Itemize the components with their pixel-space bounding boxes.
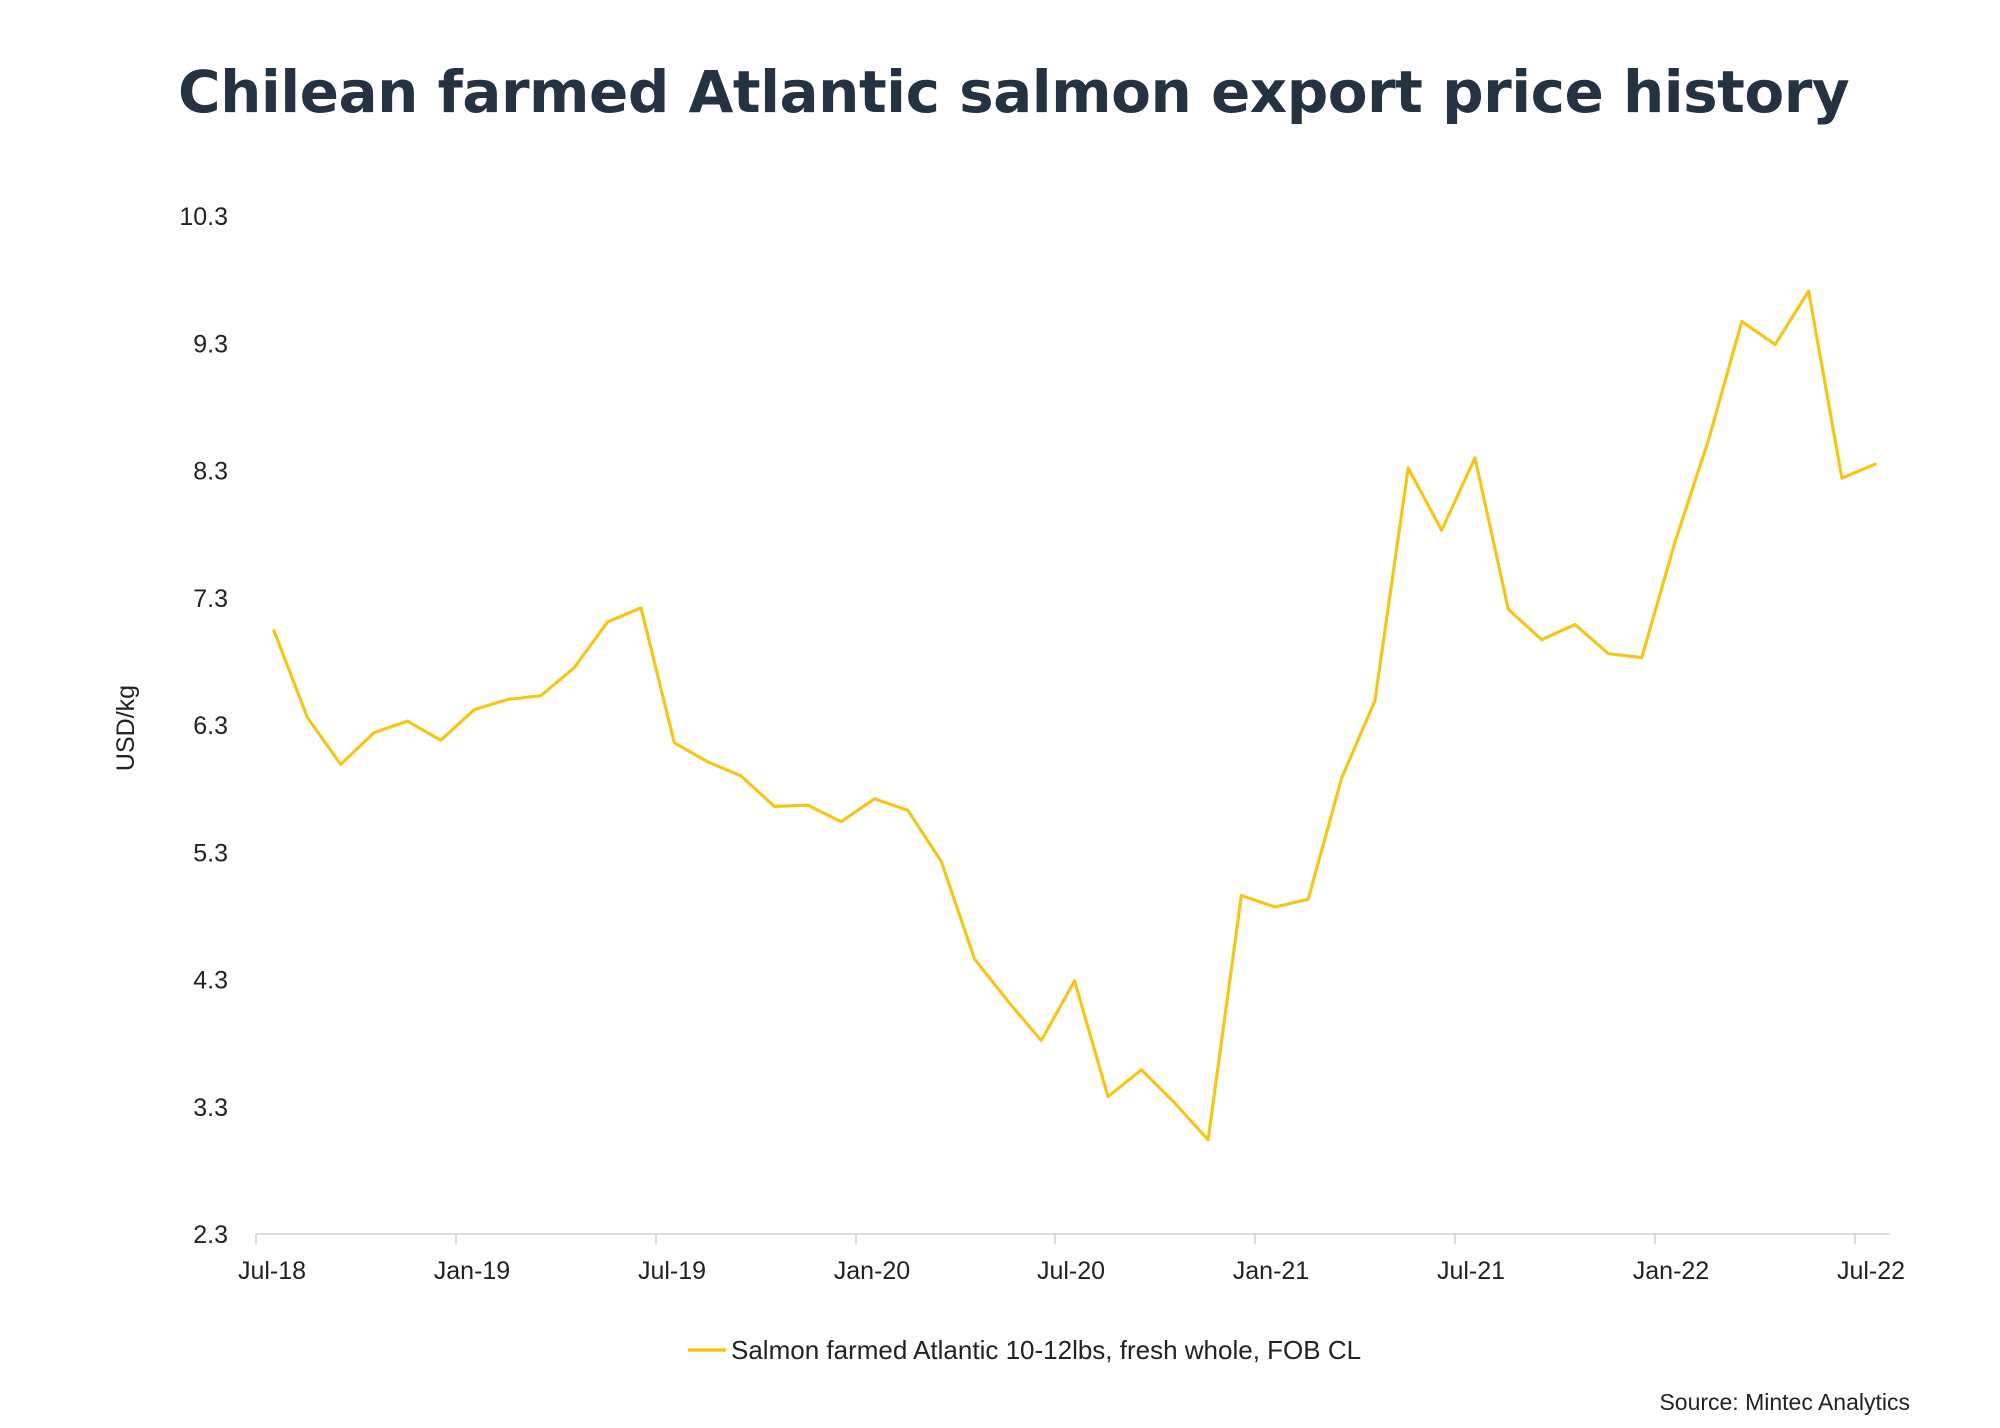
y-tick-label: 5.3 bbox=[193, 839, 228, 867]
data-point bbox=[1139, 1068, 1143, 1072]
data-point bbox=[839, 820, 843, 824]
data-point bbox=[1773, 343, 1777, 347]
x-tick-label: Jul-19 bbox=[638, 1257, 706, 1285]
x-tick-label: Jan-22 bbox=[1633, 1257, 1709, 1285]
data-point bbox=[272, 629, 276, 633]
data-point bbox=[939, 859, 943, 863]
data-point bbox=[1673, 540, 1677, 544]
series-group bbox=[272, 289, 1877, 1142]
data-point bbox=[405, 719, 409, 723]
data-point bbox=[1239, 894, 1243, 898]
data-point bbox=[1840, 476, 1844, 480]
data-point bbox=[1573, 622, 1577, 626]
data-point bbox=[1173, 1101, 1177, 1105]
x-axis: Jul-18 Jan-19 Jul-19 Jan-20 Jul-20 Jan-21 Jul-… bbox=[238, 1233, 1905, 1285]
data-point bbox=[1706, 438, 1710, 442]
y-tick-labels: 10.3 9.3 8.3 7.3 6.3 5.3 4.3 3.3 2.3 bbox=[179, 203, 228, 1249]
source-note: Source: Mintec Analytics bbox=[1659, 1389, 1910, 1415]
data-point bbox=[572, 666, 576, 670]
x-tick-label: Jan-20 bbox=[834, 1257, 910, 1285]
chart-title: Chilean farmed Atlantic salmon export pr… bbox=[178, 58, 1850, 126]
x-tick-label: Jul-21 bbox=[1437, 1257, 1505, 1285]
y-tick-label: 8.3 bbox=[193, 458, 228, 486]
data-point bbox=[1873, 462, 1877, 466]
data-point bbox=[639, 606, 643, 610]
x-tick-label: Jul-22 bbox=[1837, 1257, 1905, 1285]
data-point bbox=[772, 804, 776, 808]
data-point bbox=[472, 708, 476, 712]
data-point bbox=[1540, 638, 1544, 642]
y-tick-label: 9.3 bbox=[193, 330, 228, 358]
y-tick-label: 10.3 bbox=[179, 203, 228, 231]
data-point bbox=[339, 762, 343, 766]
x-tick-label: Jul-20 bbox=[1037, 1257, 1105, 1285]
data-point bbox=[1740, 320, 1744, 324]
data-point bbox=[439, 738, 443, 742]
data-point bbox=[1373, 699, 1377, 703]
y-tick-label: 3.3 bbox=[193, 1094, 228, 1122]
data-point bbox=[1506, 607, 1510, 611]
data-point bbox=[506, 698, 510, 702]
data-point bbox=[1306, 897, 1310, 901]
data-point bbox=[1039, 1039, 1043, 1043]
data-point bbox=[806, 803, 810, 807]
data-point bbox=[1273, 905, 1277, 909]
y-tick-label: 2.3 bbox=[193, 1221, 228, 1249]
data-point bbox=[672, 741, 676, 745]
data-point bbox=[1473, 456, 1477, 460]
series-line bbox=[272, 289, 1877, 1142]
data-point bbox=[973, 957, 977, 961]
x-tick-label: Jan-21 bbox=[1233, 1257, 1309, 1285]
data-point bbox=[1406, 466, 1410, 470]
y-tick-label: 7.3 bbox=[193, 585, 228, 613]
data-point bbox=[872, 797, 876, 801]
data-point bbox=[1606, 652, 1610, 656]
data-point bbox=[372, 731, 376, 735]
x-tick-label: Jul-18 bbox=[238, 1257, 306, 1285]
legend-item-label: Salmon farmed Atlantic 10-12lbs, fresh w… bbox=[731, 1335, 1361, 1365]
data-point bbox=[606, 620, 610, 624]
y-axis-label: USD/kg bbox=[112, 685, 140, 771]
data-point bbox=[1807, 289, 1811, 293]
data-point bbox=[1640, 656, 1644, 660]
y-tick-label: 6.3 bbox=[193, 712, 228, 740]
legend: Salmon farmed Atlantic 10-12lbs, fresh w… bbox=[688, 1335, 1361, 1365]
data-point bbox=[539, 694, 543, 698]
data-point bbox=[706, 760, 710, 764]
data-point bbox=[1440, 528, 1444, 532]
data-point bbox=[1073, 979, 1077, 983]
data-point bbox=[1340, 776, 1344, 780]
data-point bbox=[1206, 1138, 1210, 1142]
data-point bbox=[739, 774, 743, 778]
x-tick-label: Jan-19 bbox=[434, 1257, 510, 1285]
data-point bbox=[1006, 999, 1010, 1003]
data-point bbox=[1106, 1095, 1110, 1099]
y-tick-label: 4.3 bbox=[193, 967, 228, 995]
data-point bbox=[305, 715, 309, 719]
data-point bbox=[906, 808, 910, 812]
